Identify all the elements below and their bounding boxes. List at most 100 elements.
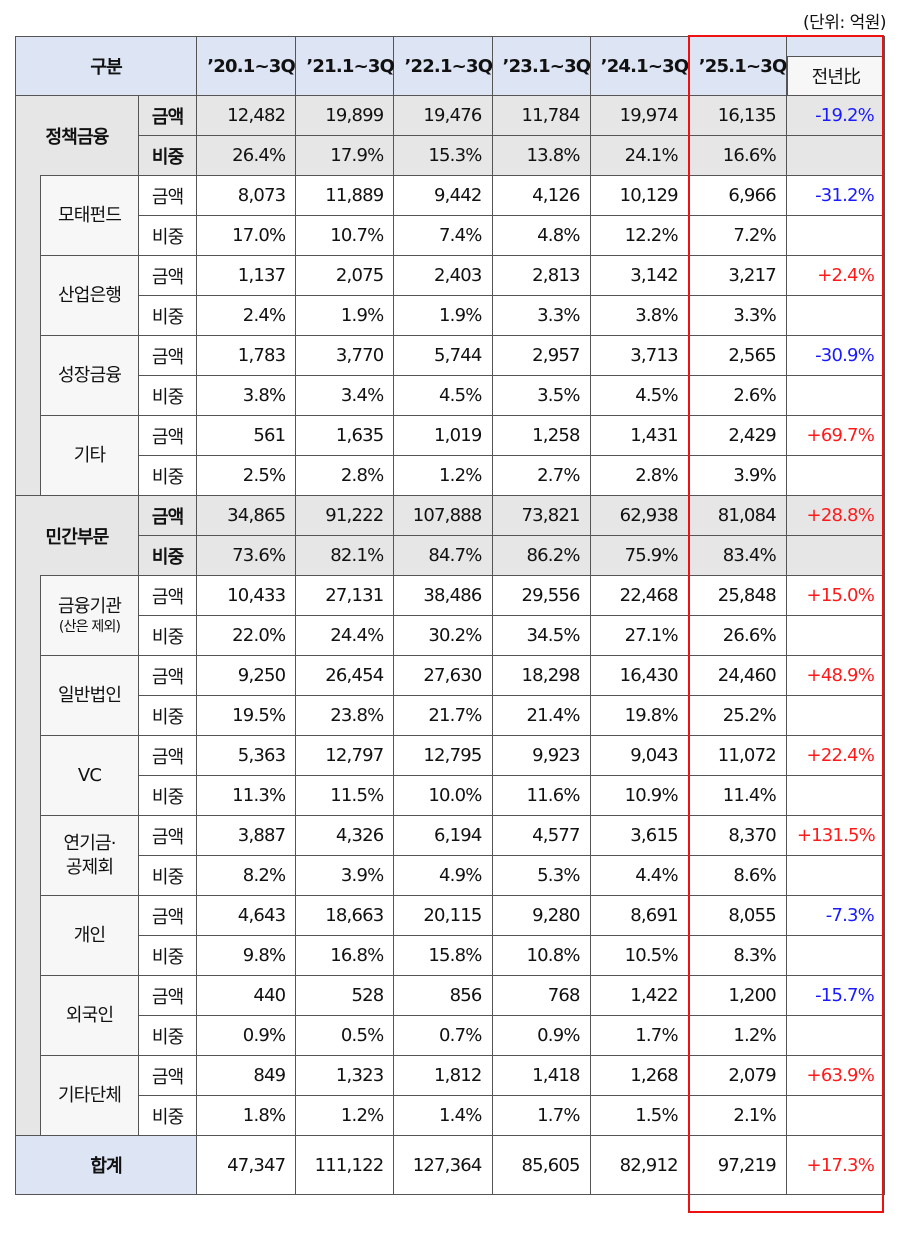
sub-share-row: 비중 9.8% 16.8% 15.8% 10.8% 10.5% 8.3% <box>16 935 886 976</box>
amount-cell: 27,630 <box>393 655 493 696</box>
share-cell: 84.7% <box>393 535 493 576</box>
share-cell: 10.7% <box>295 215 395 256</box>
share-cell: 12.2% <box>589 215 689 256</box>
amount-cell: 528 <box>295 975 395 1016</box>
header-year-highlighted: ’25.1~3Q <box>687 36 787 96</box>
amount-cell: 29,556 <box>491 575 591 616</box>
amount-cell: 91,222 <box>295 495 395 536</box>
total-value: 47,347 <box>196 1135 297 1195</box>
share-cell: 21.4% <box>491 695 591 736</box>
total-label: 합계 <box>14 1135 198 1195</box>
row-kind-share: 비중 <box>138 615 198 656</box>
amount-cell: 10,433 <box>196 575 297 616</box>
amount-cell: 3,770 <box>295 335 395 376</box>
sub-share-row: 비중 2.4% 1.9% 1.9% 3.3% 3.8% 3.3% <box>16 295 886 336</box>
yoy-cell-empty <box>785 775 886 816</box>
share-cell: 4.9% <box>393 855 493 896</box>
share-cell: 1.2% <box>295 1095 395 1136</box>
amount-cell: 12,482 <box>196 95 297 136</box>
share-cell: 11.5% <box>295 775 395 816</box>
group-amount-row: 민간부문 금액 34,865 91,222 107,888 73,821 62,938 81,… <box>14 495 886 576</box>
row-kind-share: 비중 <box>138 295 198 336</box>
amount-cell: 11,889 <box>295 175 395 216</box>
row-kind-amount: 금액 <box>138 95 198 136</box>
group-share-row: 비중 73.6% 82.1% 84.7% 86.2% 75.9% 83.4% <box>16 535 886 576</box>
share-cell: 3.8% <box>196 375 297 416</box>
amount-cell: 3,713 <box>589 335 689 376</box>
share-cell: 3.4% <box>295 375 395 416</box>
yoy-cell-empty <box>785 615 886 656</box>
sub-category-label: 성장금융 <box>40 335 140 416</box>
amount-cell: 107,888 <box>393 495 493 536</box>
sub-category-note: (산은 제외) <box>58 619 121 636</box>
share-cell: 75.9% <box>589 535 689 576</box>
yoy-cell-empty <box>785 295 886 336</box>
sub-category-name: 외국인 <box>65 1004 114 1026</box>
amount-cell: 8,370 <box>687 815 787 856</box>
investment-table: 구분 ’20.1~3Q ’21.1~3Q ’22.1~3Q ’23.1~3Q ’… <box>14 36 886 1195</box>
sub-amount-row: 금융기관 (산은 제외) 금액 10,433 27,131 38,486 29,556 22,… <box>14 575 886 1136</box>
amount-cell: 1,812 <box>393 1055 493 1096</box>
share-cell: 9.8% <box>196 935 297 976</box>
indent-strip <box>14 575 42 1136</box>
share-cell: 13.8% <box>491 135 591 176</box>
share-cell: 7.2% <box>687 215 787 256</box>
sub-category-name: 연기금· <box>63 833 116 855</box>
share-cell: 7.4% <box>393 215 493 256</box>
share-cell: 27.1% <box>589 615 689 656</box>
amount-cell: 19,476 <box>393 95 493 136</box>
amount-cell: 62,938 <box>589 495 689 536</box>
amount-cell: 3,887 <box>196 815 297 856</box>
share-cell: 10.9% <box>589 775 689 816</box>
sub-amount-row: 성장금융 금액 1,783 3,770 5,744 2,957 3,713 2,565 -30.… <box>16 335 886 416</box>
yoy-cell-empty <box>785 375 886 416</box>
share-cell: 2.6% <box>687 375 787 416</box>
row-kind-amount: 금액 <box>138 335 198 376</box>
share-cell: 16.8% <box>295 935 395 976</box>
share-cell: 11.3% <box>196 775 297 816</box>
share-cell: 19.8% <box>589 695 689 736</box>
group-name: 정책금융 <box>14 95 140 176</box>
amount-cell: 81,084 <box>687 495 787 536</box>
sub-category-name-line2: 공제회 <box>65 856 114 878</box>
sub-category-name: 일반법인 <box>58 684 122 706</box>
yoy-cell-empty <box>785 695 886 736</box>
row-kind-share: 비중 <box>138 695 198 736</box>
yoy-cell: -15.7% <box>785 975 886 1016</box>
amount-cell: 18,298 <box>491 655 591 696</box>
share-cell: 2.7% <box>491 455 591 496</box>
share-cell: 3.9% <box>295 855 395 896</box>
amount-cell: 3,615 <box>589 815 689 856</box>
amount-cell: 4,577 <box>491 815 591 856</box>
amount-cell: 2,957 <box>491 335 591 376</box>
amount-cell: 2,429 <box>687 415 787 456</box>
share-cell: 3.3% <box>687 295 787 336</box>
share-cell: 0.9% <box>196 1015 297 1056</box>
share-cell: 26.4% <box>196 135 297 176</box>
share-cell: 10.0% <box>393 775 493 816</box>
amount-cell: 9,442 <box>393 175 493 216</box>
sub-share-row: 비중 17.0% 10.7% 7.4% 4.8% 12.2% 7.2% <box>16 215 886 256</box>
yoy-cell: -30.9% <box>785 335 886 376</box>
share-cell: 26.6% <box>687 615 787 656</box>
amount-cell: 2,565 <box>687 335 787 376</box>
header-year: ’24.1~3Q <box>589 36 689 96</box>
yoy-cell: -7.3% <box>785 895 886 936</box>
sub-amount-row: 개인 금액 4,643 18,663 20,115 9,280 8,691 8,055 -7.3… <box>16 895 886 976</box>
yoy-cell: +15.0% <box>785 575 886 616</box>
share-cell: 73.6% <box>196 535 297 576</box>
yoy-cell-empty <box>785 855 886 896</box>
header-year: ’23.1~3Q <box>491 36 591 96</box>
amount-cell: 20,115 <box>393 895 493 936</box>
amount-cell: 25,848 <box>687 575 787 616</box>
amount-cell: 12,797 <box>295 735 395 776</box>
amount-cell: 24,460 <box>687 655 787 696</box>
amount-cell: 1,422 <box>589 975 689 1016</box>
amount-cell: 1,783 <box>196 335 297 376</box>
amount-cell: 849 <box>196 1055 297 1096</box>
yoy-cell-empty <box>785 135 886 176</box>
amount-cell: 1,258 <box>491 415 591 456</box>
row-kind-amount: 금액 <box>138 895 198 936</box>
yoy-cell-empty <box>785 535 886 576</box>
share-cell: 4.5% <box>393 375 493 416</box>
